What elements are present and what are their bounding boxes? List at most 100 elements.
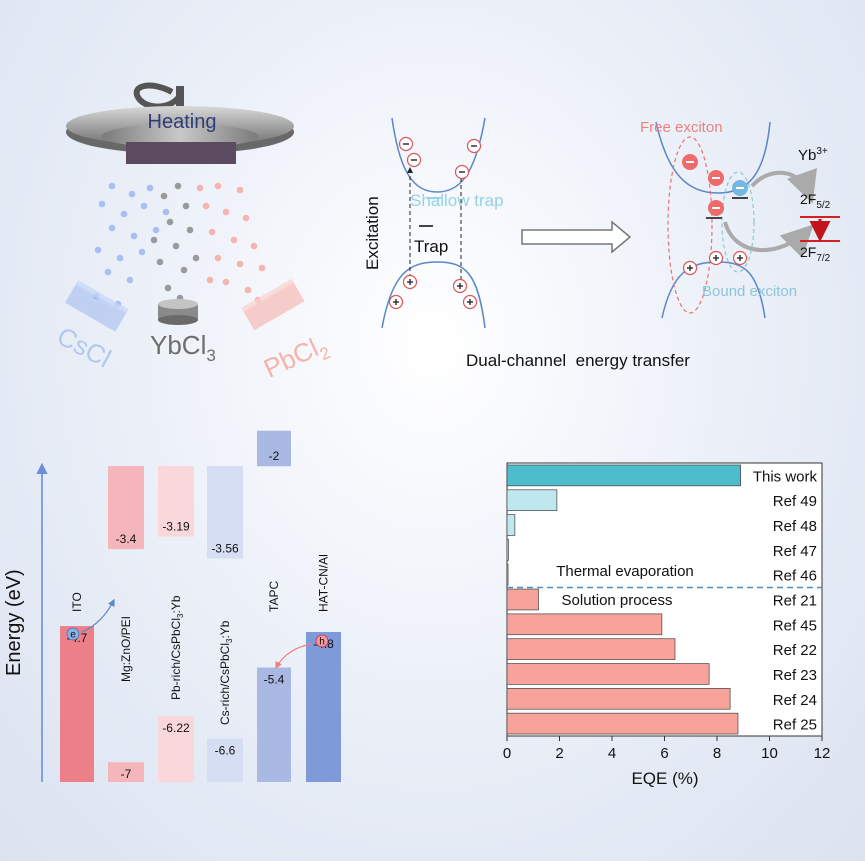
heating-label: Heating <box>148 111 217 133</box>
cscl-crucible <box>65 283 127 332</box>
hole-badge: h <box>315 634 329 648</box>
vapor-particle <box>182 202 190 210</box>
exciton-panel: Free exciton Bound exciton Yb3+ 2F5/2 2F… <box>640 119 840 319</box>
vapor-particle <box>258 264 266 272</box>
vapor-particle <box>250 242 258 250</box>
eqe-chart: This work Ref 49 Ref 48 Ref 47 Ref 46 Ref 21 R… <box>503 462 831 788</box>
hole-icon <box>388 294 404 310</box>
vapor-particle <box>244 286 252 294</box>
ybcl3-source <box>158 299 198 325</box>
band-layer: -2 -5.4 TAPC <box>257 430 291 782</box>
vapor-particle <box>146 184 154 192</box>
bar-category-label: Ref 22 <box>773 642 817 659</box>
band-layer: -4.7ITO <box>60 592 94 782</box>
electrode-block <box>306 632 341 782</box>
x-tick-label: 10 <box>761 745 778 762</box>
trap-electrons <box>398 136 482 180</box>
energy-transfer-arrow-bottom <box>723 221 814 259</box>
ybcl3-label: YbCl3 <box>150 330 216 365</box>
electron-icon <box>708 200 724 216</box>
x-tick-label: 8 <box>713 745 721 762</box>
vapor-particle <box>104 268 112 276</box>
cscl-source <box>65 280 129 332</box>
layer-name-label: TAPC <box>267 581 281 612</box>
hole-icon <box>452 278 468 294</box>
vapor-particle <box>130 232 138 240</box>
electron-icon <box>682 154 698 170</box>
hole-injection-arrow <box>275 643 313 670</box>
x-tick-label: 2 <box>555 745 563 762</box>
lumo-block <box>207 466 243 559</box>
eqe-bar <box>506 638 676 660</box>
rotation-shaft <box>176 86 184 114</box>
vapor-particle <box>172 242 180 250</box>
band-layer: -4.8HAT-CN/Al <box>306 554 341 782</box>
vapor-particle <box>128 190 136 198</box>
vapor-particle <box>192 254 200 262</box>
vapor-particle <box>162 208 170 216</box>
band-layer: -3.4 -7 Mg:ZnO/PEI <box>108 466 144 782</box>
vapor-particle <box>166 218 174 226</box>
vapor-particle <box>196 184 204 192</box>
bar-category-label: Ref 47 <box>773 543 817 560</box>
energy-transfer-arrow-top <box>750 168 817 204</box>
electron-icon <box>406 152 422 168</box>
pbcl2-crucible <box>243 282 305 331</box>
mechanism-caption: Dual-channel energy transfer <box>466 351 690 370</box>
vapor-particle <box>152 226 160 234</box>
eqe-bar <box>506 539 509 561</box>
vapor-particle <box>126 276 134 284</box>
deposition-panel: Heating CsCl YbCl3 PbCl2 <box>52 82 333 384</box>
conduction-band-curve <box>391 117 486 193</box>
bar-category-label: Ref 48 <box>773 518 817 535</box>
vapor-particles <box>92 182 266 308</box>
rotation-arrow-icon <box>133 82 181 110</box>
level-upper-label: 2F5/2 <box>800 191 831 211</box>
homo-value-label: -5.4 <box>264 673 285 687</box>
x-tick-label: 12 <box>814 745 831 762</box>
eqe-bars: This work Ref 49 Ref 48 Ref 47 Ref 46 Ref 21 R… <box>506 464 817 735</box>
transfer-block-arrow-icon <box>521 220 632 254</box>
eqe-bar <box>506 563 509 586</box>
electron-symbol: e <box>70 630 76 641</box>
electron-icon <box>454 164 470 180</box>
vapor-particle <box>174 182 182 190</box>
lumo-value-label: -3.56 <box>211 542 239 556</box>
vapor-particle <box>206 276 214 284</box>
group-label-thermal: Thermal evaporation <box>556 563 694 580</box>
vapor-particle <box>222 208 230 216</box>
hole-symbol: h <box>319 637 325 648</box>
homo-block <box>158 716 194 782</box>
yb-label: Yb3+ <box>798 146 828 164</box>
cscl-label: CsCl <box>52 321 116 374</box>
homo-value-label: -7 <box>121 767 132 781</box>
vapor-particle <box>236 260 244 268</box>
homo-block <box>108 762 144 782</box>
electron-injection-arrow <box>81 598 115 633</box>
group-label-solution: Solution process <box>562 592 673 609</box>
x-axis-label: EQE (%) <box>631 769 698 788</box>
bar-category-label: Ref 49 <box>773 493 817 510</box>
trap-holes <box>388 274 478 310</box>
electron-badge: e <box>66 627 80 641</box>
vapor-particle <box>108 224 116 232</box>
vapor-particle <box>108 182 116 190</box>
substrate-sample <box>126 142 236 164</box>
band-layer: -3.56 -6.6 Cs-rich/CsPbCl3:Yb <box>207 466 243 782</box>
bound-electron-icon <box>732 180 748 196</box>
x-axis-ticks: 0 2 4 6 8 10 12 <box>503 736 831 762</box>
x-tick-label: 0 <box>503 745 511 762</box>
bound-exciton-outline <box>721 171 755 273</box>
eqe-bar <box>506 687 731 710</box>
eqe-bar <box>506 663 710 685</box>
vapor-particle <box>230 236 238 244</box>
free-electrons <box>682 154 748 216</box>
bar-category-label: Ref 45 <box>773 617 817 634</box>
vapor-particle <box>236 186 244 194</box>
vapor-particle <box>150 236 158 244</box>
vapor-particle <box>120 210 128 218</box>
bar-category-label: Ref 21 <box>773 593 817 610</box>
lumo-block <box>108 466 144 550</box>
x-tick-label: 6 <box>660 745 668 762</box>
eqe-bar <box>506 464 741 487</box>
